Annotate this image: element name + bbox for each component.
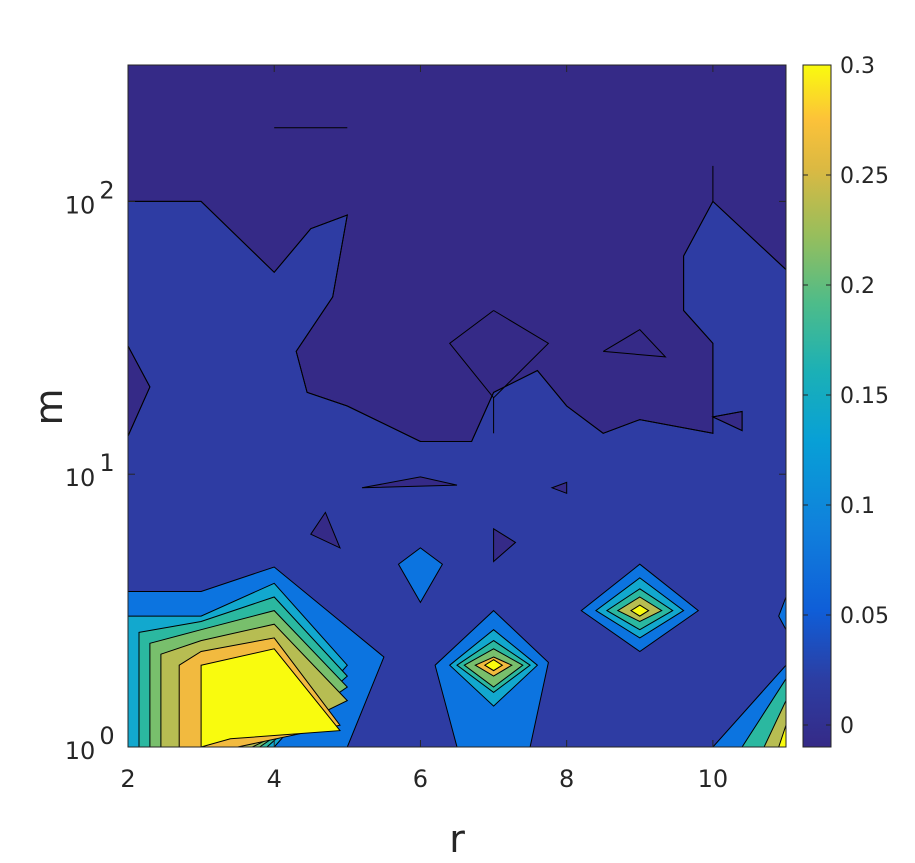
y-tick-exponent: 2 (99, 176, 114, 204)
contour-region (310, 511, 341, 549)
x-tick-label: 10 (698, 765, 729, 793)
y-tick-exponent: 1 (99, 449, 114, 477)
contour-region (483, 659, 504, 672)
x-tick-label: 2 (120, 765, 135, 793)
contour-line (128, 200, 786, 442)
colorbar-tick-label: 0.15 (840, 384, 889, 409)
x-tick-label: 6 (413, 765, 428, 793)
x-axis-label: r (449, 817, 465, 861)
contour-region (550, 481, 568, 495)
y-tick-label: 10 (65, 191, 96, 219)
contour-region (763, 700, 786, 747)
contour-line (602, 328, 667, 358)
y-tick-exponent: 0 (99, 722, 114, 750)
y-tick-label: 10 (65, 737, 96, 765)
contour-region (397, 547, 444, 604)
contour-fills (128, 200, 786, 747)
contour-region (200, 648, 341, 747)
colorbar: 0 0.05 0.1 0.15 0.2 0.25 0.3 (802, 54, 889, 748)
plot-frame (127, 64, 787, 748)
colorbar-tick-label: 0.1 (840, 494, 875, 519)
colorbar-tick-label: 0.2 (840, 274, 875, 299)
colorbar-tick-label: 0.3 (840, 54, 875, 79)
colorbar-gradient (802, 64, 832, 748)
y-tick-label: 10 (65, 464, 96, 492)
colorbar-ticks: 0 0.05 0.1 0.15 0.2 0.25 0.3 (803, 54, 889, 739)
contour-region (361, 476, 458, 489)
contour-region (778, 725, 786, 747)
contour-lines (128, 127, 786, 442)
x-tick-label: 8 (559, 765, 574, 793)
contour-region (778, 596, 786, 630)
x-axis: 2 4 6 8 10 (120, 65, 728, 793)
contour-line (128, 345, 151, 437)
plot-area (127, 64, 787, 748)
colorbar-tick-label: 0 (840, 714, 854, 739)
colorbar-tick-label: 0.05 (840, 604, 889, 629)
colorbar-tick-label: 0.25 (840, 164, 889, 189)
contour-region (493, 527, 517, 563)
y-axis-label: m (27, 388, 71, 425)
contour-line (712, 410, 743, 432)
x-tick-label: 4 (267, 765, 282, 793)
contour-region (630, 604, 650, 617)
